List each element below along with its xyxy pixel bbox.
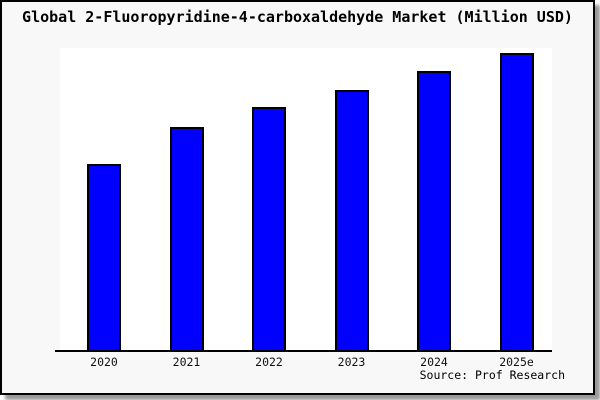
chart-title: Global 2-Fluoropyridine-4-carboxaldehyde… [22,8,573,26]
x-tick-label-2022: 2022 [255,355,283,369]
bar-2023 [334,90,369,352]
bar-2022 [252,107,286,352]
x-tick-label-2021: 2021 [172,355,201,369]
bar-2024 [417,71,451,352]
source-note: Source: Prof Research [419,368,565,382]
x-tick-label-2020: 2020 [90,355,118,369]
x-tick-label-2024: 2024 [420,355,448,369]
bar-2025e [499,53,534,352]
x-tick-label-2025e: 2025e [499,355,534,369]
x-tick-label-2023: 2023 [337,355,366,369]
x-axis-line [55,350,552,352]
plot-area [60,48,552,350]
bar-2021 [169,127,204,352]
bar-2020 [87,164,121,352]
chart-card: Global 2-Fluoropyridine-4-carboxaldehyde… [0,0,595,395]
